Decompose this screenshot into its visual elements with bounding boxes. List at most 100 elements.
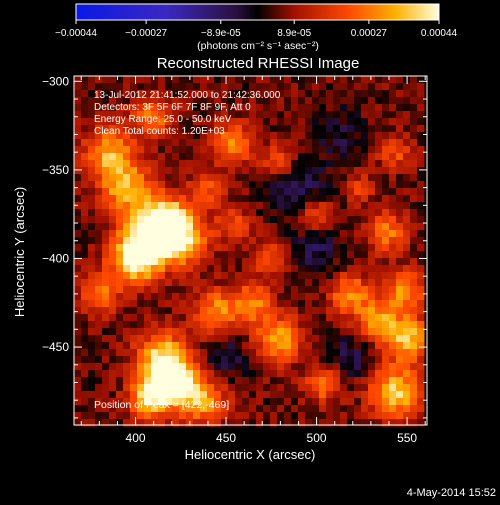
heatmap-cell: [193, 195, 201, 203]
heatmap-cell: [263, 335, 271, 343]
heatmap-cell: [221, 272, 229, 280]
heatmap-cell: [389, 174, 397, 182]
heatmap-cell: [410, 160, 418, 168]
heatmap-cell: [249, 146, 257, 154]
heatmap-cell: [214, 314, 222, 322]
heatmap-cell: [326, 97, 334, 105]
heatmap-cell: [291, 314, 299, 322]
heatmap-cell: [151, 419, 159, 427]
heatmap-cell: [228, 90, 236, 98]
heatmap-cell: [256, 286, 264, 294]
heatmap-cell: [179, 104, 187, 112]
heatmap-cell: [312, 146, 320, 154]
heatmap-cell: [158, 412, 166, 420]
heatmap-cell: [256, 181, 264, 189]
heatmap-cell: [347, 307, 355, 315]
heatmap-cell: [361, 181, 369, 189]
heatmap-cell: [186, 97, 194, 105]
heatmap-cell: [403, 188, 411, 196]
heatmap-cell: [214, 391, 222, 399]
heatmap-cell: [95, 167, 103, 175]
heatmap-cell: [151, 209, 159, 217]
heatmap-cell: [109, 195, 117, 203]
heatmap-cell: [417, 300, 425, 308]
heatmap-cell: [298, 328, 306, 336]
heatmap-cell: [291, 286, 299, 294]
heatmap-cell: [137, 209, 145, 217]
heatmap-cell: [116, 125, 124, 133]
heatmap-cell: [347, 244, 355, 252]
heatmap-cell: [102, 237, 110, 245]
heatmap-cell: [312, 307, 320, 315]
heatmap-cell: [319, 146, 327, 154]
heatmap-cell: [291, 405, 299, 413]
heatmap-cell: [305, 153, 313, 161]
heatmap-cell: [214, 412, 222, 420]
heatmap-cell: [214, 251, 222, 259]
heatmap-cell: [368, 342, 376, 350]
heatmap-cell: [179, 377, 187, 385]
heatmap-cell: [235, 216, 243, 224]
heatmap-cell: [368, 279, 376, 287]
heatmap-cell: [172, 97, 180, 105]
heatmap-cell: [417, 279, 425, 287]
heatmap-cell: [228, 230, 236, 238]
heatmap-cell: [235, 370, 243, 378]
heatmap-cell: [179, 132, 187, 140]
heatmap-cell: [396, 321, 404, 329]
heatmap-cell: [109, 419, 117, 427]
heatmap-cell: [263, 83, 271, 91]
heatmap-cell: [165, 321, 173, 329]
heatmap-cell: [340, 363, 348, 371]
heatmap-cell: [144, 97, 152, 105]
heatmap-cell: [382, 377, 390, 385]
heatmap-cell: [81, 181, 89, 189]
heatmap-cell: [354, 132, 362, 140]
heatmap-cell: [151, 104, 159, 112]
heatmap-cell: [221, 216, 229, 224]
heatmap-cell: [326, 314, 334, 322]
heatmap-cell: [123, 244, 131, 252]
heatmap-cell: [291, 328, 299, 336]
heatmap-cell: [417, 76, 425, 84]
heatmap-cell: [382, 328, 390, 336]
heatmap-cell: [74, 370, 82, 378]
heatmap-cell: [207, 223, 215, 231]
heatmap-cell: [88, 202, 96, 210]
heatmap-cell: [403, 300, 411, 308]
heatmap-cell: [109, 139, 117, 147]
heatmap-cell: [200, 293, 208, 301]
heatmap-cell: [284, 412, 292, 420]
heatmap-cell: [123, 146, 131, 154]
heatmap-cell: [340, 209, 348, 217]
heatmap-cell: [130, 132, 138, 140]
heatmap-cell: [193, 300, 201, 308]
heatmap-cell: [81, 83, 89, 91]
heatmap-cell: [417, 118, 425, 126]
heatmap-cell: [144, 167, 152, 175]
heatmap-cell: [200, 244, 208, 252]
heatmap-cell: [221, 419, 229, 427]
heatmap-cell: [95, 188, 103, 196]
heatmap-cell: [81, 111, 89, 119]
heatmap-cell: [193, 223, 201, 231]
heatmap-cell: [263, 321, 271, 329]
heatmap-cell: [417, 139, 425, 147]
heatmap-cell: [312, 342, 320, 350]
heatmap-cell: [242, 363, 250, 371]
heatmap-cell: [102, 377, 110, 385]
heatmap-cell: [305, 405, 313, 413]
heatmap-cell: [179, 419, 187, 427]
heatmap-cell: [375, 223, 383, 231]
heatmap-cell: [417, 90, 425, 98]
heatmap-cell: [396, 314, 404, 322]
heatmap-cell: [228, 419, 236, 427]
heatmap-cell: [88, 419, 96, 427]
heatmap-cell: [228, 202, 236, 210]
heatmap-cell: [389, 286, 397, 294]
heatmap-cell: [396, 230, 404, 238]
heatmap-cell: [172, 195, 180, 203]
heatmap-cell: [130, 258, 138, 266]
heatmap-cell: [193, 153, 201, 161]
heatmap-cell: [137, 160, 145, 168]
